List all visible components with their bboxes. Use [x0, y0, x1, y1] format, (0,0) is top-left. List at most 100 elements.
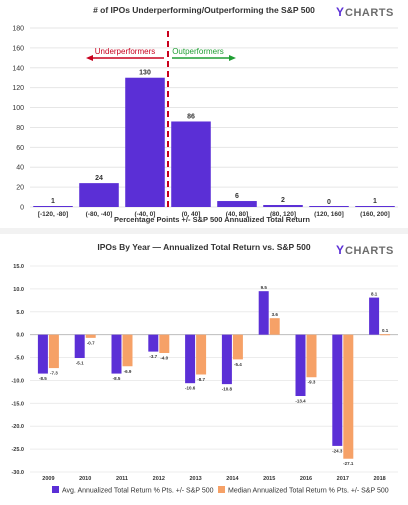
bar-value-label: -10.6: [185, 386, 196, 391]
bar-value-label: -8.7: [197, 377, 205, 382]
y-tick-label: 180: [12, 26, 24, 33]
y-axis-ticks: 15.0 10.0 5.0 0.0 -5.0 -10.0 -15.0 -20.0 -25.0 -3…: [11, 264, 24, 476]
bar-value-label: 6: [235, 193, 239, 200]
y-tick-label: 60: [16, 145, 24, 152]
x-tick-label: 2009: [42, 476, 54, 482]
y-tick-label: 5.0: [16, 310, 24, 316]
ipo-by-year-chart-svg: IPOs By Year — Annualized Total Return v…: [11, 242, 398, 495]
left-arrowhead-icon: [86, 55, 93, 61]
y-tick-label: 10.0: [13, 287, 24, 293]
x-tick-label: (-40, 0]: [135, 211, 156, 218]
bar-value-label: -9.3: [308, 380, 316, 385]
y-tick-label: -20.0: [11, 424, 24, 430]
grid-lines: [30, 265, 398, 473]
x-axis-labels: 2009 2010 2011 2012 2013 2014 2015 2016 2017 2018: [42, 476, 385, 482]
bar-median: [306, 334, 317, 378]
bar-value-label: -27.1: [343, 461, 354, 466]
bar-value-label: 3.6: [272, 312, 279, 317]
y-tick-label: -25.0: [11, 447, 24, 453]
y-tick-label: 40: [16, 165, 24, 172]
x-tick-label: 2011: [116, 476, 128, 482]
x-axis-labels: [-120, -80] (-80, -40] (-40, 0] (0, 40] (40,…: [38, 211, 390, 218]
x-tick-label: 2017: [337, 476, 349, 482]
legend: Avg. Annualized Total Return % Pts. +/- …: [52, 486, 389, 495]
bar-value-label: 2: [281, 197, 285, 204]
bar-value-labels: -8.5-7.3-5.1-0.7-8.5-6.9-3.7 -4.0-10.6-8.…: [39, 285, 389, 466]
ycharts-logo: Y CHARTS: [336, 243, 394, 257]
y-axis-ticks: 0 20 40 60 80 100 120 140 160 180: [12, 26, 24, 212]
bar-median: [196, 334, 207, 375]
bar-value-label: 0.1: [382, 328, 389, 333]
bar-value-label: -7.3: [50, 371, 58, 376]
y-tick-label: -30.0: [11, 470, 24, 476]
y-tick-label: 0: [20, 205, 24, 212]
bar: [217, 201, 257, 207]
bar-avg: [111, 334, 122, 374]
x-tick-label: (40, 80]: [226, 211, 248, 218]
bar: [355, 206, 395, 207]
y-tick-label: -15.0: [11, 401, 24, 407]
bar-avg: [74, 334, 85, 359]
y-tick-label: 140: [12, 65, 24, 72]
bar-median: [269, 318, 280, 335]
bar-median: [380, 334, 391, 336]
bar: [171, 121, 211, 207]
y-tick-label: 0.0: [16, 333, 24, 339]
bar-median: [48, 334, 59, 369]
bar-median: [232, 334, 243, 360]
y-tick-label: 80: [16, 125, 24, 132]
underperformers-annotation: Underperformers: [86, 47, 164, 61]
x-tick-label: 2015: [263, 476, 275, 482]
bar-median: [343, 334, 354, 459]
ycharts-logo-text: CHARTS: [345, 245, 394, 257]
bar-value-label: 130: [139, 70, 151, 77]
chart-title: IPOs By Year — Annualized Total Return v…: [97, 242, 310, 252]
chart-divider: [0, 228, 408, 234]
y-tick-label: -10.0: [11, 378, 24, 384]
ycharts-logo-mark: Y: [336, 243, 344, 257]
bar-median: [85, 334, 96, 338]
bars: [33, 77, 395, 207]
bar-value-labels: 1 24 130 86 6 2 0 1: [51, 70, 377, 206]
chart-title: # of IPOs Underperforming/Outperforming …: [93, 5, 315, 15]
bar-avg: [185, 334, 196, 384]
bar-avg: [332, 334, 343, 446]
bars: [37, 291, 391, 459]
right-arrowhead-icon: [229, 55, 236, 61]
bar-value-label: 1: [51, 198, 55, 205]
bar-value-label: -10.8: [222, 387, 233, 392]
bar-value-label: -5.1: [76, 361, 84, 366]
x-axis-title: Percentage Points +/- S&P 500 Annualized…: [114, 215, 310, 224]
ycharts-logo-mark: Y: [336, 5, 344, 19]
x-tick-label: 2010: [79, 476, 91, 482]
bar-value-label: -24.3: [332, 448, 343, 453]
ycharts-logo: Y CHARTS: [336, 5, 394, 19]
bar-value-label: -5.4: [234, 362, 242, 367]
y-tick-label: 100: [12, 105, 24, 112]
bar-value-label: -3.7: [149, 354, 157, 359]
legend-label-median: Median Annualized Total Return % Pts. +/…: [228, 488, 389, 495]
bar-value-label: -8.5: [113, 376, 121, 381]
x-tick-label: (-80, -40]: [86, 211, 113, 218]
outperformers-annotation: Outperformers: [172, 47, 236, 61]
x-tick-label: 2013: [189, 476, 201, 482]
y-tick-label: 160: [12, 45, 24, 52]
bar: [79, 183, 119, 207]
bar-median: [122, 334, 133, 367]
bar-value-label: -13.4: [295, 399, 306, 404]
ycharts-logo-text: CHARTS: [345, 7, 394, 19]
y-tick-label: -5.0: [15, 356, 24, 362]
ipo-by-year-chart: IPOs By Year — Annualized Total Return v…: [0, 236, 408, 500]
legend-swatch-avg: [52, 486, 59, 493]
bar-value-label: -6.9: [124, 369, 132, 374]
ipo-distribution-chart-svg: # of IPOs Underperforming/Outperforming …: [12, 5, 398, 224]
bar: [125, 77, 165, 207]
x-tick-label: (0, 40]: [182, 211, 201, 218]
bar-value-label: -8.5: [39, 376, 47, 381]
bar-avg: [258, 291, 269, 335]
x-tick-label: 2012: [153, 476, 165, 482]
x-tick-label: (120, 160]: [314, 211, 344, 218]
ipo-distribution-chart: # of IPOs Underperforming/Outperforming …: [0, 0, 408, 226]
x-tick-label: (160, 200]: [360, 211, 390, 218]
bar-value-label: 1: [373, 198, 377, 205]
